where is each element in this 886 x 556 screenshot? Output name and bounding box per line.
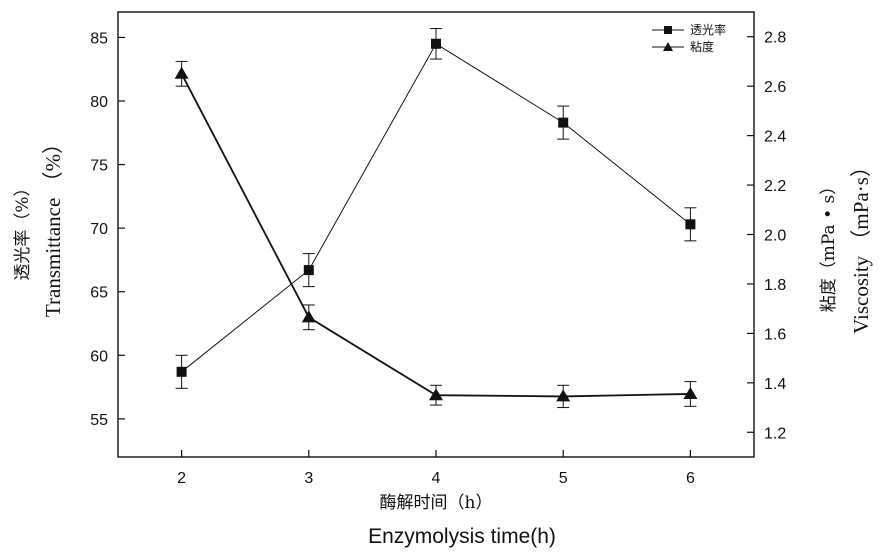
ticks-layer: 2 3 4 5 6 55 60 65 70 75 80 85 1.2 1.4 1.6 1.8 2.0 2.2 2.4…: [90, 30, 786, 487]
y-left-tick-label: 85: [90, 30, 108, 47]
x-tick-label: 4: [432, 470, 441, 487]
series-layer: [174, 28, 698, 409]
y-left-tick-label: 60: [90, 348, 108, 365]
y-right-tick-label: 2.8: [764, 30, 786, 47]
series-line-viscosity: [180, 73, 691, 398]
y-left-tick-label: 75: [90, 158, 108, 175]
y-left-tick-label: 70: [90, 221, 108, 238]
x-tick-label: 5: [559, 470, 568, 487]
legend-label-transmittance: 透光率: [690, 22, 726, 37]
legend-marker-square: [664, 26, 672, 34]
legend-label-viscosity: 粘度: [690, 39, 714, 54]
y-left-tick-label: 80: [90, 94, 108, 111]
data-point-viscosity: [174, 66, 189, 79]
data-point-viscosity: [429, 388, 443, 401]
x-axis-title-cn: 酶解时间（h）: [380, 493, 493, 513]
data-point-transmittance: [303, 265, 314, 276]
y-left-title-en: Transmittance （%）: [41, 133, 65, 317]
y-right-tick-label: 1.8: [764, 277, 786, 294]
y-right-tick-label: 1.2: [764, 425, 786, 442]
x-tick-label: 3: [304, 470, 313, 487]
x-tick-label: 6: [686, 470, 695, 487]
y-right-tick-label: 2.6: [764, 79, 786, 96]
y-left-tick-label: 65: [90, 285, 108, 302]
legend: 透光率 粘度: [652, 22, 726, 54]
x-axis-title-en: Enzymolysis time(h): [368, 525, 556, 548]
y-right-title-en: Viscosity （mPa·s）: [849, 156, 873, 334]
y-right-tick-label: 2.4: [764, 129, 786, 146]
y-right-title-cn: 粘度（mPa • s）: [819, 178, 839, 313]
data-point-transmittance: [176, 366, 187, 377]
data-point-transmittance: [685, 219, 696, 230]
data-point-transmittance: [431, 38, 441, 49]
data-point-transmittance: [558, 117, 569, 128]
y-right-tick-label: 2.0: [764, 228, 786, 245]
data-point-viscosity: [301, 310, 316, 323]
legend-marker-triangle: [663, 42, 673, 51]
series-line-transmittance: [181, 43, 691, 373]
data-point-viscosity: [683, 386, 698, 399]
y-right-tick-label: 1.6: [764, 326, 786, 343]
y-right-tick-label: 1.4: [764, 376, 786, 393]
data-point-viscosity: [556, 389, 571, 402]
y-left-tick-label: 55: [90, 412, 108, 429]
y-right-tick-label: 2.2: [764, 178, 786, 195]
x-tick-label: 2: [177, 470, 186, 487]
y-left-title-cn: 透光率（%）: [13, 179, 33, 280]
